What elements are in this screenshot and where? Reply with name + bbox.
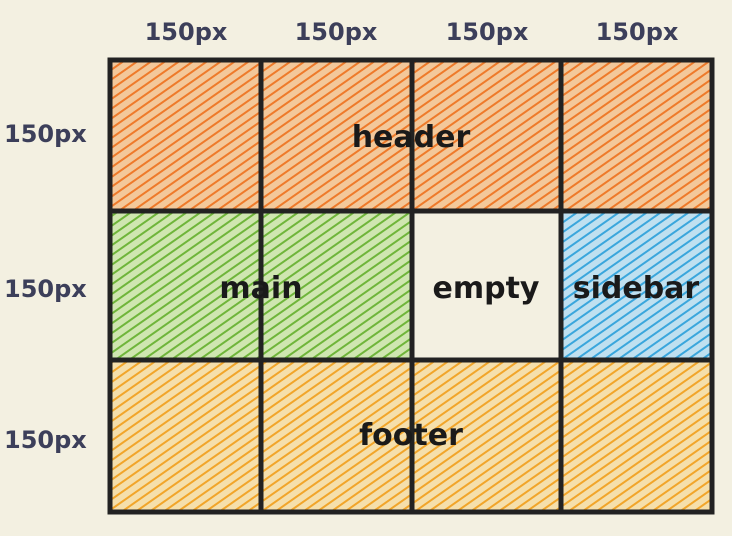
row-label-2: 150px	[4, 275, 87, 303]
column-label-2: 150px	[294, 18, 378, 46]
sidebar-area	[560, 210, 712, 360]
empty-label: empty	[432, 271, 540, 306]
row-label-3: 150px	[4, 426, 87, 454]
sidebar-label: sidebar	[572, 271, 700, 306]
column-label-1: 150px	[144, 18, 228, 46]
column-label-4: 150px	[595, 18, 679, 46]
header-label: header	[351, 120, 471, 155]
footer-label: footer	[359, 418, 463, 453]
grid-lines	[107, 57, 715, 515]
main-label: main	[219, 271, 303, 306]
column-label-3: 150px	[445, 18, 529, 46]
row-label-1: 150px	[4, 120, 87, 148]
empty-area	[412, 210, 560, 360]
